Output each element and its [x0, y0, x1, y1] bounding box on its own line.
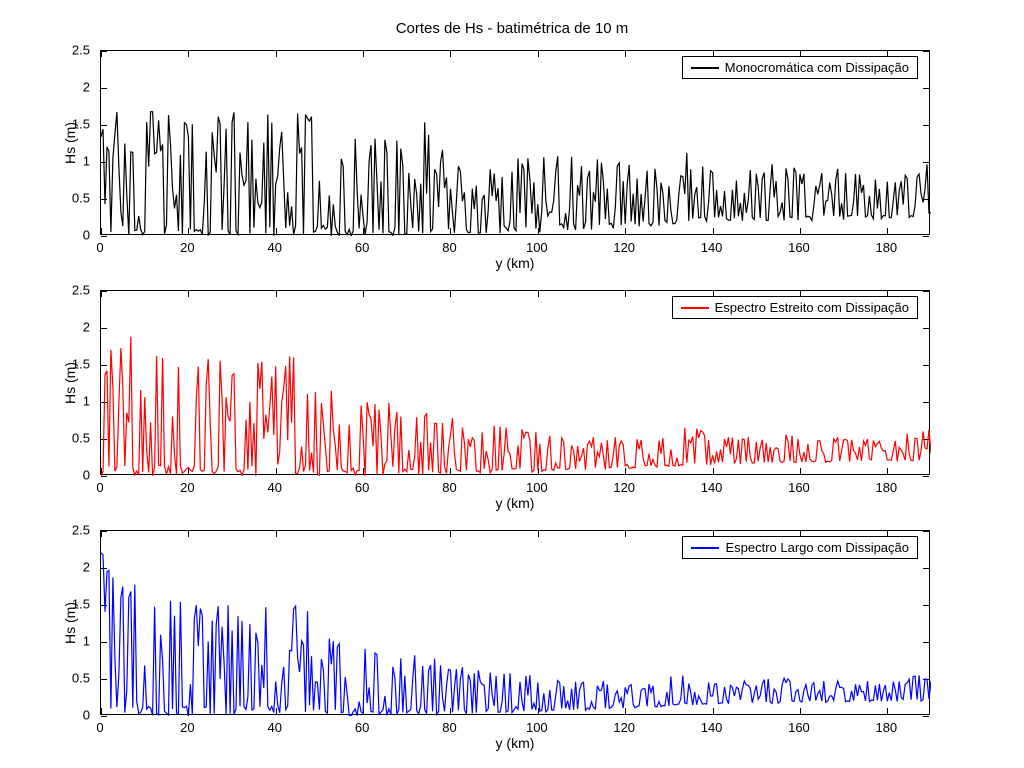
xtick-label: 20	[180, 720, 194, 735]
xtick-label: 20	[180, 480, 194, 495]
xtick-label: 140	[701, 720, 723, 735]
ytick-label: 1	[83, 154, 90, 169]
xtick-label: 40	[268, 720, 282, 735]
xtick-label: 160	[788, 720, 810, 735]
ytick-label: 2.5	[72, 283, 90, 298]
panel-3: Hs (m) y (km) Espectro Largo com Dissipa…	[100, 530, 930, 715]
xlabel-3: y (km)	[100, 735, 930, 751]
xtick-label: 120	[613, 240, 635, 255]
xtick-label: 180	[875, 240, 897, 255]
xtick-label: 60	[355, 480, 369, 495]
xtick-label: 140	[701, 240, 723, 255]
ytick-label: 0.5	[72, 671, 90, 686]
xtick-label: 80	[442, 480, 456, 495]
xtick-label: 140	[701, 480, 723, 495]
xtick-label: 100	[526, 480, 548, 495]
xtick-label: 60	[355, 720, 369, 735]
xtick-label: 160	[788, 480, 810, 495]
xtick-label: 40	[268, 240, 282, 255]
xtick-label: 160	[788, 240, 810, 255]
xlabel-2: y (km)	[100, 495, 930, 511]
xtick-label: 100	[526, 720, 548, 735]
ytick-label: 1.5	[72, 597, 90, 612]
ytick-label: 0.5	[72, 431, 90, 446]
xtick-label: 100	[526, 240, 548, 255]
ytick-label: 2.5	[72, 523, 90, 538]
ytick-label: 2	[83, 560, 90, 575]
ytick-label: 0.5	[72, 191, 90, 206]
legend-swatch-2	[681, 307, 709, 309]
xlabel-1: y (km)	[100, 255, 930, 271]
ytick-label: 1.5	[72, 117, 90, 132]
legend-label-2: Espectro Estreito com Dissipação	[715, 300, 909, 315]
xtick-label: 120	[613, 720, 635, 735]
ytick-label: 0	[83, 708, 90, 723]
ytick-label: 2.5	[72, 43, 90, 58]
panel-1: Hs (m) y (km) Monocromática com Dissipaç…	[100, 50, 930, 235]
ytick-label: 1	[83, 634, 90, 649]
legend-label-1: Monocromática com Dissipação	[725, 60, 909, 75]
xtick-label: 80	[442, 240, 456, 255]
legend-swatch-1	[691, 67, 719, 69]
ytick-label: 1.5	[72, 357, 90, 372]
xtick-label: 0	[96, 480, 103, 495]
legend-2: Espectro Estreito com Dissipação	[672, 296, 918, 319]
legend-1: Monocromática com Dissipação	[682, 56, 918, 79]
ytick-label: 2	[83, 320, 90, 335]
panel-2: Hs (m) y (km) Espectro Estreito com Diss…	[100, 290, 930, 475]
xtick-label: 0	[96, 720, 103, 735]
xtick-label: 80	[442, 720, 456, 735]
ytick-label: 0	[83, 468, 90, 483]
legend-label-3: Espectro Largo com Dissipação	[725, 540, 909, 555]
figure-title: Cortes de Hs - batimétrica de 10 m	[0, 20, 1024, 37]
legend-swatch-3	[691, 547, 719, 549]
ytick-label: 2	[83, 80, 90, 95]
ytick-label: 0	[83, 228, 90, 243]
xtick-label: 120	[613, 480, 635, 495]
xtick-label: 20	[180, 240, 194, 255]
xtick-label: 180	[875, 720, 897, 735]
ytick-label: 1	[83, 394, 90, 409]
xtick-label: 40	[268, 480, 282, 495]
xtick-label: 0	[96, 240, 103, 255]
xtick-label: 180	[875, 480, 897, 495]
legend-3: Espectro Largo com Dissipação	[682, 536, 918, 559]
xtick-label: 60	[355, 240, 369, 255]
